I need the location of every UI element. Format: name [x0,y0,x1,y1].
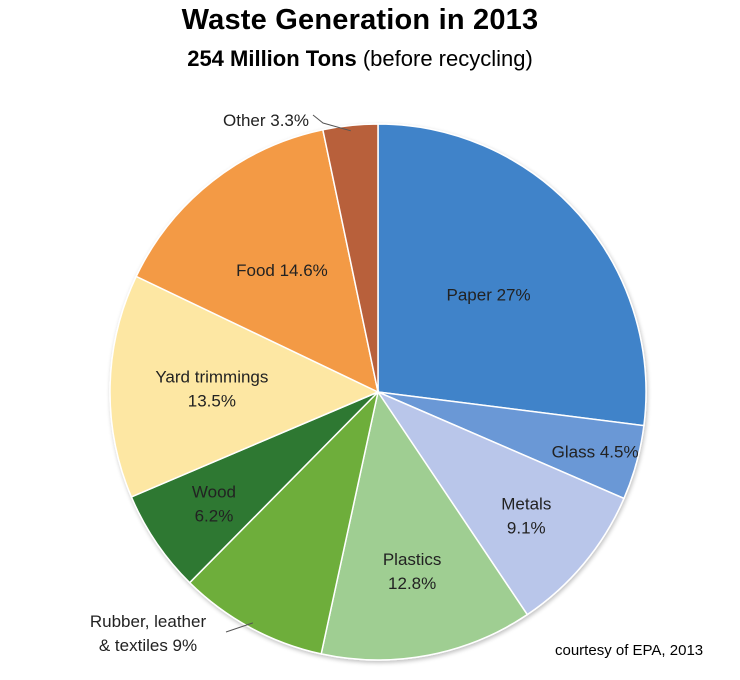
pie-slice-plastics [320,390,529,661]
pie-slice-food [135,128,380,394]
slice-label-glass: Glass 4.5% [552,442,639,461]
source-credit: courtesy of EPA, 2013 [555,642,704,659]
pie-slice-rubber-leather-textiles [188,389,380,655]
chart-title: Waste Generation in 2013 [181,4,539,36]
slice-label-yard-trimmings: Yard trimmings 13.5% [155,367,268,410]
slice-label-paper: Paper 27% [447,286,531,305]
pie-slice-metals [375,390,625,616]
leader-line-other [312,114,351,132]
subtitle-total: 254 Million Tons [187,46,357,71]
slice-label-other: Other 3.3% [223,111,309,130]
chart-subtitle: 254 Million Tons (before recycling) [0,46,720,72]
slice-label-metals: Metals 9.1% [501,495,551,538]
pie-slice-yard-trimmings [109,275,380,498]
pie-slice-other [321,123,379,393]
subtitle-note: (before recycling) [362,46,533,71]
slice-label-rubber-leather-textiles: Rubber, leather & textiles 9% [90,612,207,655]
slice-label-wood: Wood 6.2% [192,483,236,526]
slice-label-plastics: Plastics 12.8% [383,550,442,593]
slice-label-food: Food 14.6% [236,261,328,280]
leader-line-rubber-leather-textiles [225,622,254,633]
pie-slice-paper [377,123,647,427]
